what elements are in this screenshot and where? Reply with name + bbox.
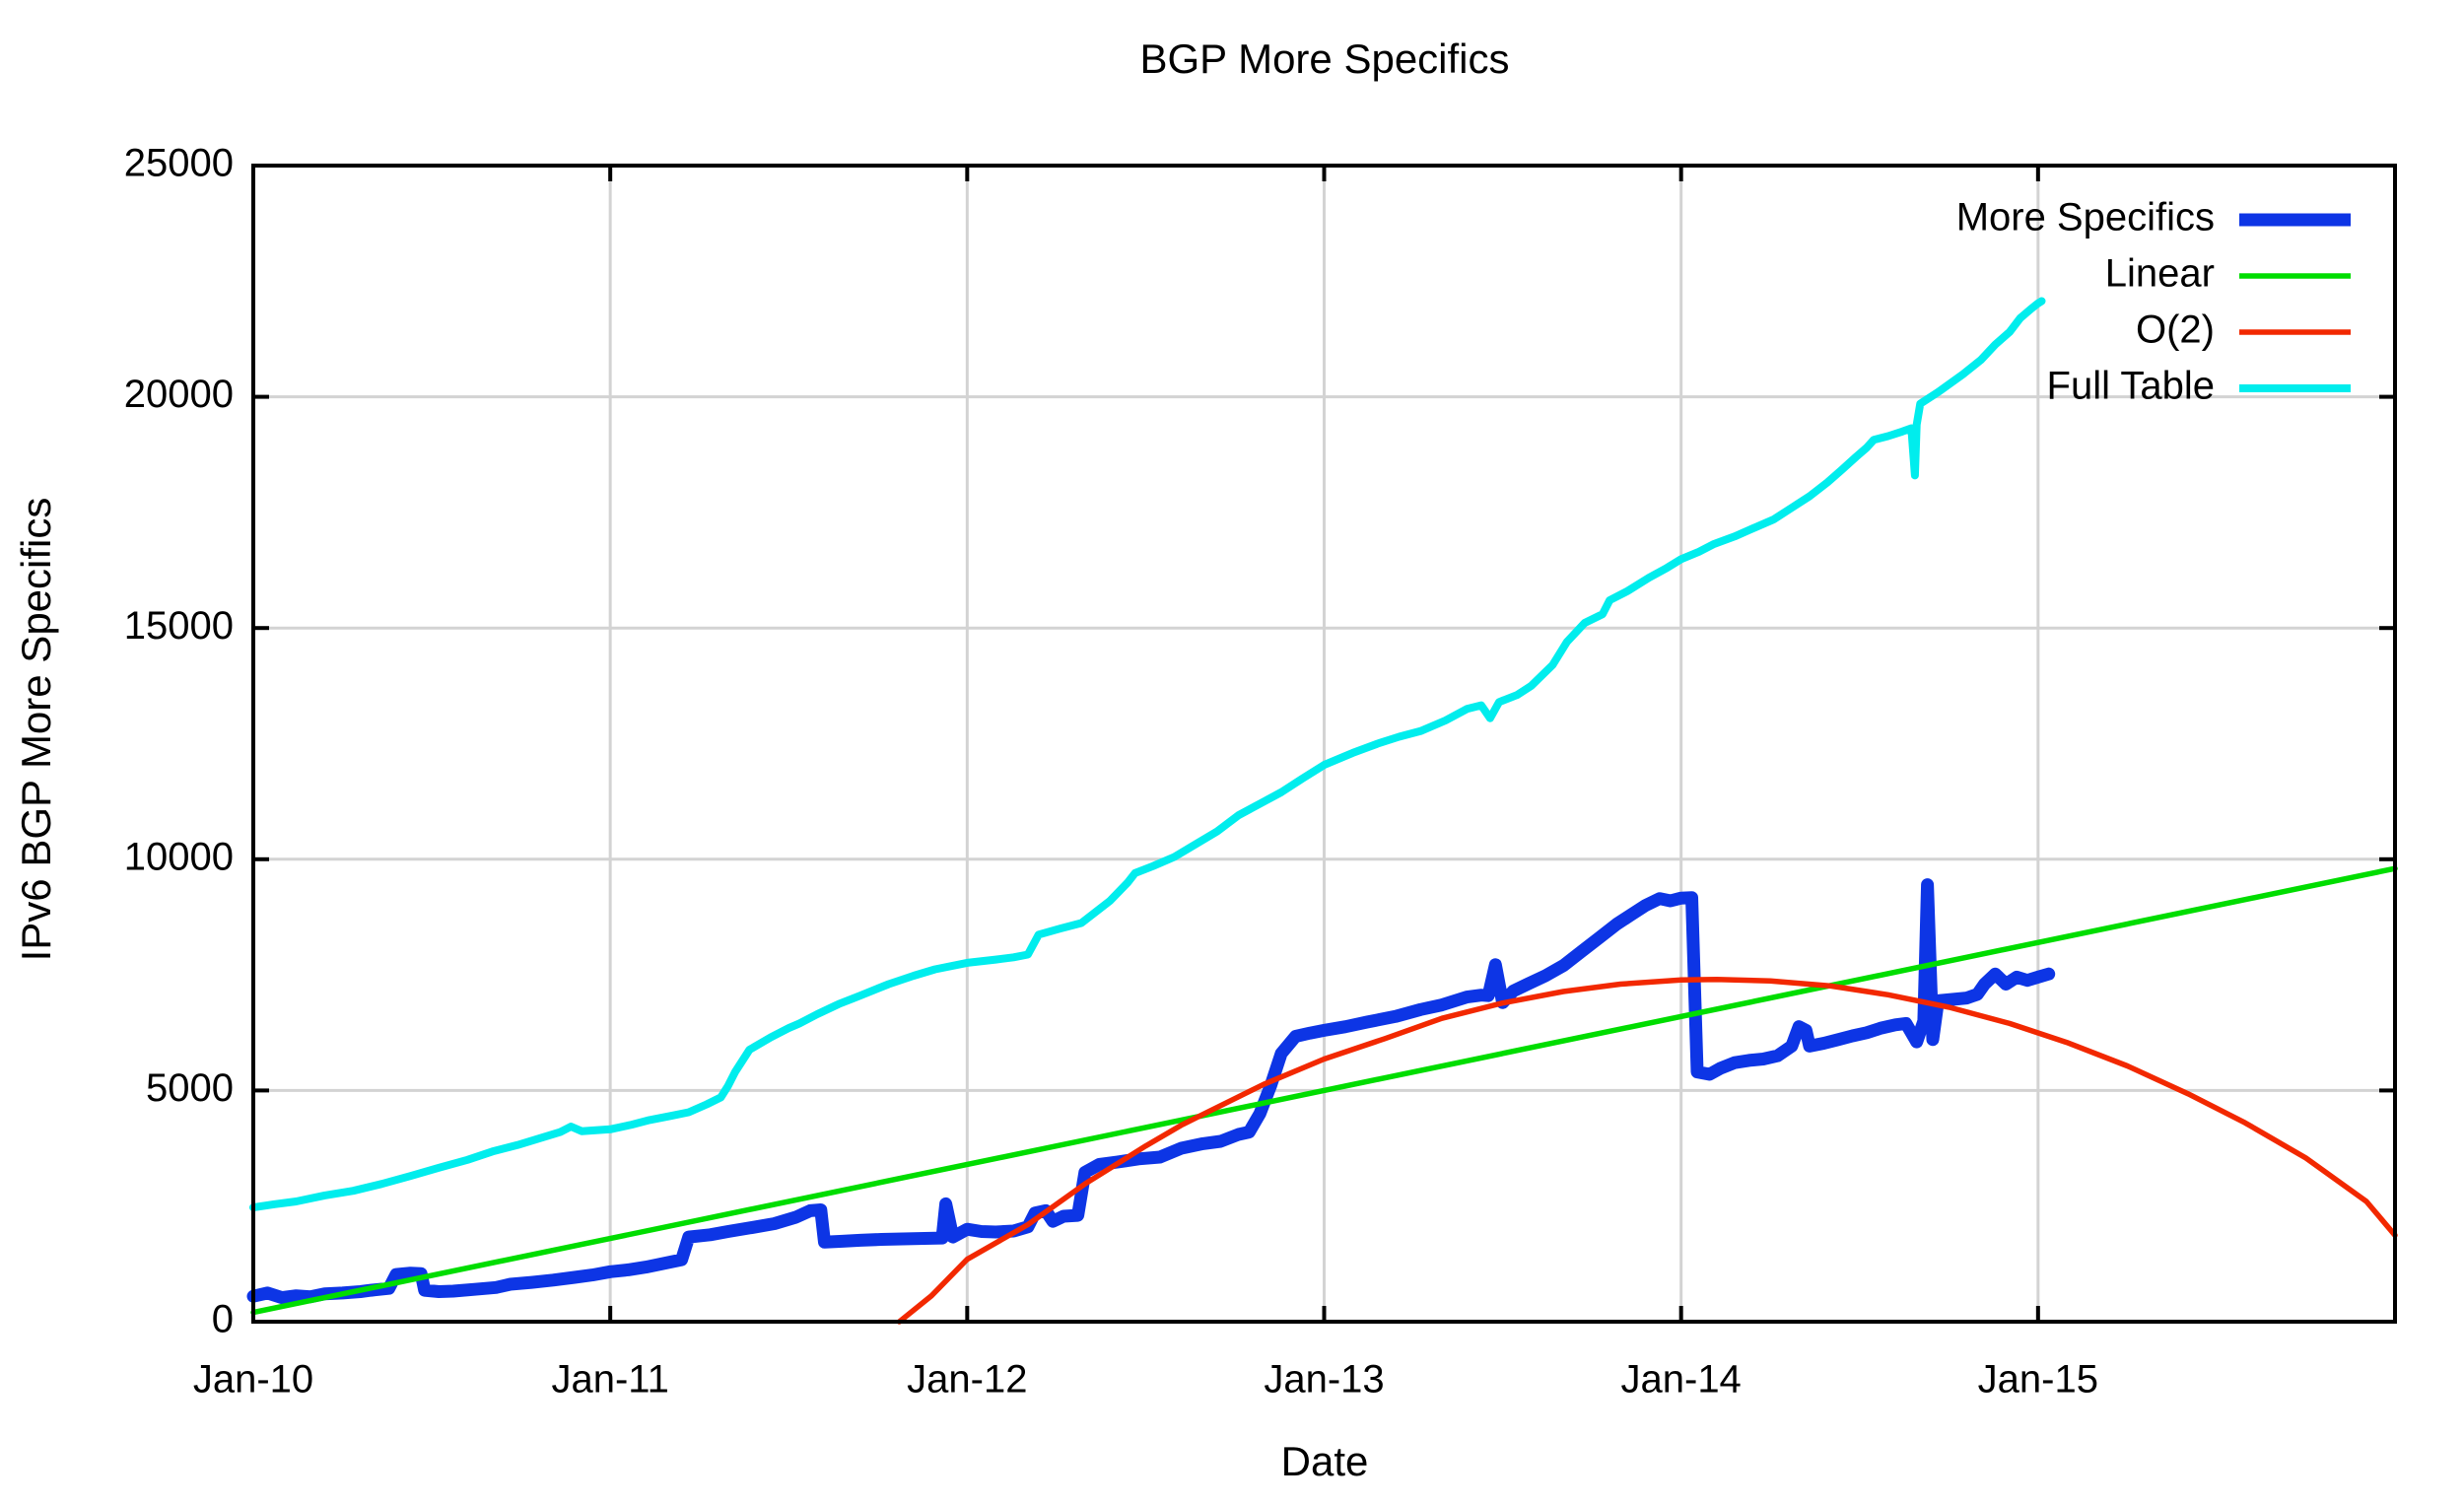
y-tick-label: 15000 bbox=[124, 604, 234, 648]
series-line-o-2- bbox=[896, 977, 2398, 1325]
x-tick-label: Jan-10 bbox=[193, 1358, 313, 1402]
legend-label-more-specifics: More Specifics bbox=[1956, 196, 2215, 240]
series-line-more-specifics bbox=[246, 878, 2056, 1305]
legend-label-full-table: Full Table bbox=[2047, 365, 2215, 408]
x-tick-label: Jan-12 bbox=[907, 1358, 1027, 1402]
series-line-full-table bbox=[249, 297, 2046, 1212]
x-tick-label: Jan-14 bbox=[1621, 1358, 1742, 1402]
y-tick-label: 25000 bbox=[124, 142, 234, 185]
x-axis-label: Date bbox=[1281, 1438, 1369, 1484]
y-tick-labels: 0 5000 10000 15000 20000 25000 bbox=[124, 142, 234, 1341]
axis-ticks bbox=[251, 164, 2395, 1324]
legend: More Specifics Linear O(2) Full Table bbox=[1956, 196, 2351, 408]
y-tick-label: 5000 bbox=[146, 1066, 234, 1110]
x-tick-label: Jan-11 bbox=[551, 1358, 668, 1402]
y-tick-label: 0 bbox=[212, 1298, 234, 1341]
chart-title: BGP More Specifics bbox=[1139, 35, 1509, 82]
gridlines bbox=[251, 164, 2395, 1324]
x-tick-label: Jan-15 bbox=[1978, 1358, 2098, 1402]
series-lines bbox=[246, 297, 2398, 1325]
x-tick-label: Jan-13 bbox=[1264, 1358, 1384, 1402]
series-line-linear bbox=[250, 865, 2398, 1316]
y-tick-label: 10000 bbox=[124, 835, 234, 878]
x-tick-labels: Jan-10 Jan-11 Jan-12 Jan-13 Jan-14 Jan-15 bbox=[193, 1358, 2098, 1402]
y-axis-label: IPv6 BGP More Specifics bbox=[13, 498, 59, 962]
y-tick-label: 20000 bbox=[124, 373, 234, 416]
legend-label-o-2-: O(2) bbox=[2136, 308, 2215, 352]
legend-label-linear: Linear bbox=[2105, 252, 2215, 296]
